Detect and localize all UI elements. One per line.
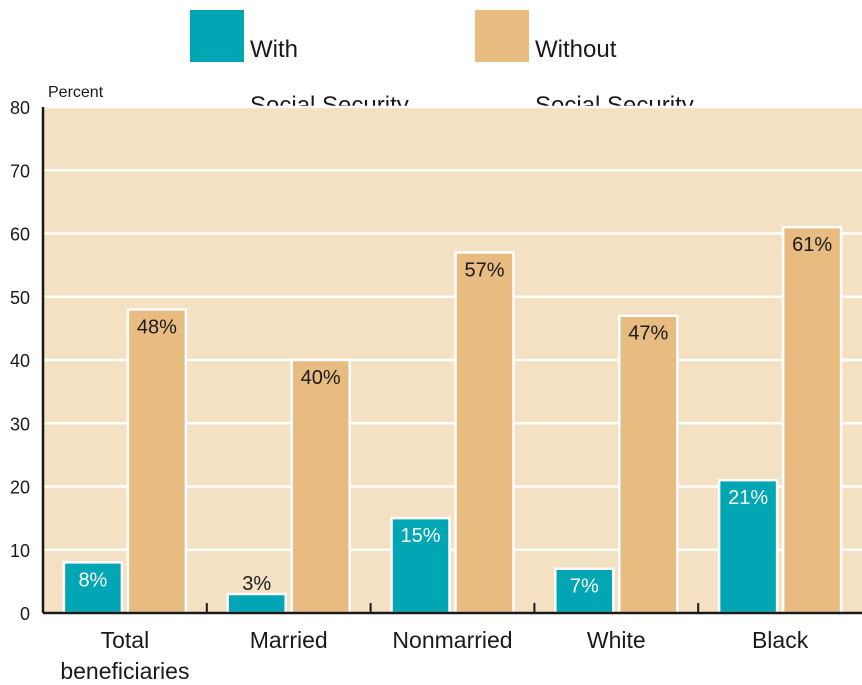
bar-without-social-security (618, 314, 679, 615)
legend-swatch-without (475, 10, 529, 62)
bar-value-label: 15% (400, 525, 440, 547)
bar-value-label: 21% (728, 487, 768, 509)
y-tick-label: 20 (10, 478, 30, 498)
y-tick-label: 80 (10, 98, 30, 118)
bar-value-label: 47% (628, 323, 668, 345)
legend-label-with-line1: With (250, 36, 298, 63)
bar-value-label: 61% (792, 234, 832, 256)
x-tick-label: Black (752, 627, 809, 653)
x-tick-label: Married (250, 627, 328, 653)
y-tick-label: 40 (10, 351, 30, 371)
bar-value-label: 48% (137, 316, 177, 338)
bar-with-social-security (717, 478, 779, 615)
y-tick-label: 70 (10, 161, 30, 181)
bar-with-social-security (554, 567, 615, 615)
plot-area: 0 10 20 30 40 50 60 70 80 8% 48% Total beneficiaries… (10, 98, 862, 684)
bar-value-label: 3% (242, 573, 271, 595)
y-tick-label: 60 (10, 225, 30, 245)
legend-swatch-with (190, 10, 244, 62)
x-tick-label: Total (101, 627, 150, 653)
bar-value-label: 40% (301, 367, 341, 389)
legend-label-without-line1: Without (535, 36, 617, 63)
bar-without-social-security (781, 225, 843, 615)
y-tick-label: 10 (10, 541, 30, 561)
x-tick-label: beneficiaries (60, 658, 189, 684)
y-tick-label: 30 (10, 414, 30, 434)
bar-value-label: 57% (464, 259, 504, 281)
bar-without-social-security (126, 308, 188, 615)
bar-with-social-security (226, 592, 287, 615)
bar-without-social-security (290, 358, 351, 615)
y-tick-label: 0 (20, 604, 30, 624)
y-tick-label: 50 (10, 288, 30, 308)
bar-value-label: 8% (78, 569, 107, 591)
y-axis-title: Percent (48, 84, 104, 101)
x-tick-label: White (587, 627, 646, 653)
bar-without-social-security (454, 251, 515, 615)
bar-value-label: 7% (570, 576, 599, 598)
x-tick-label: Nonmarried (392, 627, 512, 653)
